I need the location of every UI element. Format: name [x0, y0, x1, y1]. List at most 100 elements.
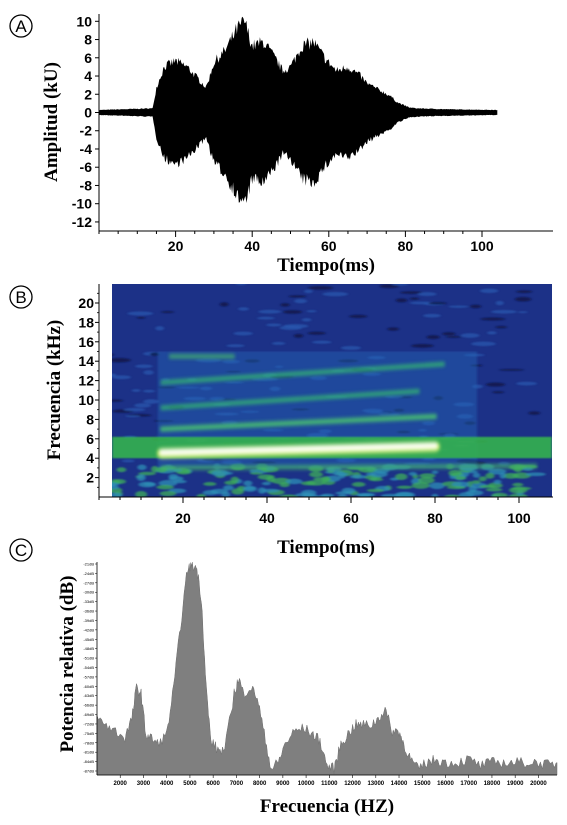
x-tick-label: 18000 — [484, 781, 501, 787]
y-tick-label: -60dB — [83, 684, 94, 689]
y-tick-label: 18 — [78, 314, 94, 330]
noise-blob — [478, 476, 487, 482]
waveform-x-ticks: 20 40 60 80 100 — [98, 231, 494, 254]
noise-streak — [400, 291, 423, 294]
noise-streak — [312, 340, 332, 344]
noise-blob — [321, 476, 331, 482]
noise-blob — [261, 481, 271, 486]
noise-blob — [491, 492, 508, 497]
noise-blob — [431, 493, 439, 497]
noise-blob — [230, 476, 240, 484]
noise-streak — [280, 303, 290, 307]
noise-streak — [470, 304, 482, 309]
noise-blob — [137, 464, 147, 471]
harmonic-band — [159, 443, 438, 455]
noise-blob — [525, 472, 546, 477]
x-tick-label: 20000 — [530, 781, 547, 787]
y-tick-label: -8 — [80, 177, 93, 193]
noise-blob — [454, 476, 467, 480]
noise-streak — [349, 314, 368, 319]
spectrogram-bands — [157, 354, 538, 470]
svg-text:A: A — [15, 17, 27, 36]
noise-blob — [285, 478, 303, 485]
svg-text:C: C — [15, 541, 27, 560]
noise-streak — [271, 341, 286, 345]
noise-streak — [293, 333, 304, 338]
noise-streak — [127, 311, 154, 316]
spectrum-series — [96, 561, 558, 776]
noise-blob — [92, 487, 112, 493]
y-tick-label: -81dB — [83, 750, 94, 755]
y-tick-label: 8 — [86, 411, 94, 427]
spectrum-y-ticks: -21dB -24dB -27dB -30dB -33dB -36dB -39dB -42dB… — [83, 562, 97, 774]
noise-blob — [345, 490, 353, 495]
y-tick-label: -39dB — [83, 618, 94, 623]
y-tick-label: -2 — [80, 123, 93, 139]
y-tick-label: -72dB — [83, 721, 94, 726]
noise-blob — [159, 490, 177, 497]
noise-blob — [408, 471, 417, 476]
x-tick-label: 10000 — [298, 781, 315, 787]
y-tick-label: -10 — [72, 196, 92, 212]
noise-blob — [419, 473, 436, 479]
noise-blob — [479, 484, 496, 488]
noise-streak — [136, 316, 146, 319]
noise-streak — [426, 335, 440, 340]
x-tick-label: 40 — [259, 510, 275, 526]
noise-streak — [516, 381, 537, 386]
x-tick-label: 19000 — [507, 781, 524, 787]
noise-streak — [150, 352, 160, 357]
spectrogram-x-ticks: 20 40 60 80 100 — [98, 497, 531, 526]
noise-blob — [471, 480, 481, 484]
x-tick-label: 12000 — [344, 781, 361, 787]
noise-blob — [395, 491, 416, 497]
noise-blob — [102, 488, 109, 493]
x-tick-label: 17000 — [460, 781, 477, 787]
y-tick-label: -66dB — [83, 703, 94, 708]
y-tick-label: -69dB — [83, 712, 94, 717]
noise-streak — [516, 290, 533, 293]
noise-blob — [249, 469, 258, 473]
noise-blob — [493, 479, 502, 485]
x-tick-label: 11000 — [321, 781, 338, 787]
noise-blob — [243, 480, 253, 487]
y-tick-label: 12 — [78, 373, 94, 389]
noise-streak — [411, 343, 434, 348]
noise-streak — [288, 295, 307, 298]
noise-blob — [358, 493, 370, 497]
y-tick-label: -75dB — [83, 731, 94, 736]
noise-streak — [387, 327, 400, 331]
noise-streak — [112, 375, 131, 380]
spectrogram-y-label: Frecuencia (kHz) — [44, 320, 65, 461]
x-tick-label: 4000 — [160, 781, 174, 787]
y-tick-label: 2 — [84, 86, 92, 102]
noise-streak — [471, 341, 496, 347]
y-tick-label: -42dB — [83, 627, 94, 632]
noise-blob — [468, 485, 477, 493]
noise-streak — [142, 389, 156, 393]
harmonic-band — [160, 464, 538, 470]
noise-blob — [210, 488, 229, 495]
noise-streak — [442, 332, 456, 336]
noise-blob — [499, 472, 506, 479]
x-tick-label: 16000 — [437, 781, 454, 787]
waveform-y-ticks: 10 8 6 4 2 0 -2 -4 -6 -8 -10 -12 — [72, 13, 99, 230]
y-tick-label: -21dB — [83, 562, 94, 567]
noise-streak — [391, 284, 409, 286]
noise-streak — [480, 288, 499, 294]
y-tick-label: 10 — [78, 392, 94, 408]
spectrum-chart: -21dB -24dB -27dB -30dB -33dB -36dB -39dB -42dB… — [57, 561, 558, 817]
y-tick-label: -63dB — [83, 693, 94, 698]
waveform-y-label: Amplitud (kU) — [41, 62, 62, 182]
noise-blob — [446, 486, 466, 490]
y-tick-label: 10 — [76, 13, 92, 29]
y-tick-label: 16 — [78, 334, 94, 350]
y-tick-label: -36dB — [83, 609, 94, 614]
noise-blob — [366, 488, 385, 493]
noise-streak — [448, 305, 469, 308]
noise-streak — [258, 309, 282, 314]
noise-blob — [370, 471, 388, 478]
noise-blob — [112, 490, 113, 493]
noise-streak — [283, 310, 303, 314]
